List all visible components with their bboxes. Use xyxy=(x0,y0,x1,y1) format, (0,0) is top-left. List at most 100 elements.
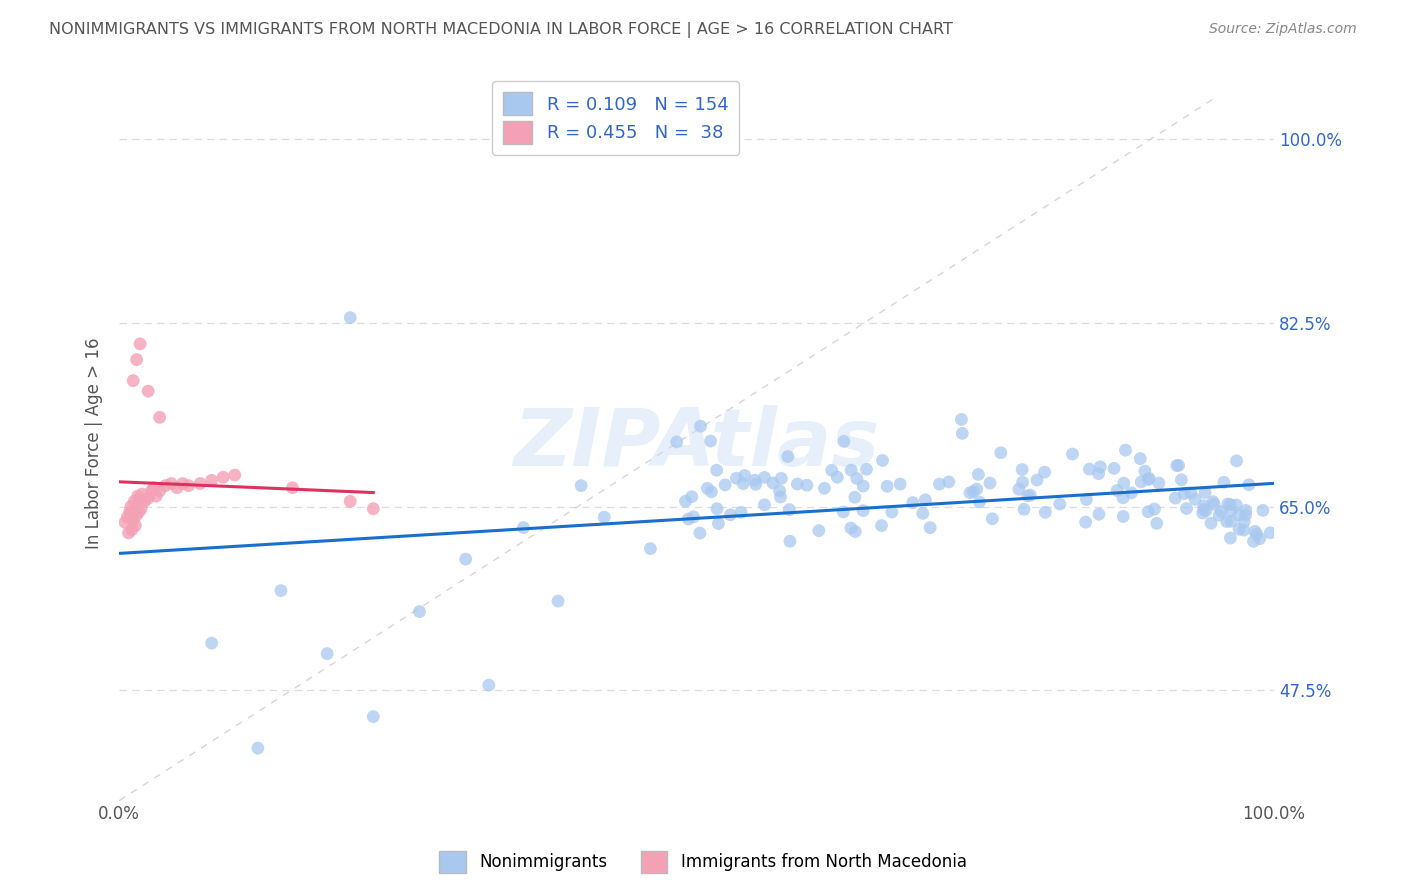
Point xyxy=(124,494,146,508)
Point xyxy=(1074,515,1097,529)
Text: Source: ZipAtlas.com: Source: ZipAtlas.com xyxy=(1209,22,1357,37)
Point xyxy=(720,508,742,522)
Point xyxy=(832,434,855,449)
Point xyxy=(172,476,194,491)
Point xyxy=(696,481,718,495)
Point xyxy=(754,470,776,484)
Point xyxy=(920,521,942,535)
Point xyxy=(1019,488,1042,502)
Point xyxy=(201,636,224,650)
Point xyxy=(127,489,149,503)
Point xyxy=(1112,476,1135,491)
Point xyxy=(1191,506,1213,520)
Point xyxy=(1233,515,1256,529)
Point xyxy=(681,490,703,504)
Point xyxy=(1087,467,1109,481)
Point xyxy=(160,476,183,491)
Point xyxy=(454,552,477,566)
Point xyxy=(1173,486,1195,500)
Point xyxy=(1219,531,1241,545)
Point xyxy=(1211,504,1233,518)
Point xyxy=(813,481,835,495)
Point xyxy=(1147,476,1170,491)
Point xyxy=(1090,459,1112,474)
Point xyxy=(408,605,430,619)
Point xyxy=(706,463,728,477)
Point xyxy=(122,512,145,526)
Point xyxy=(844,524,866,539)
Point xyxy=(1129,451,1152,466)
Point xyxy=(125,508,148,522)
Point xyxy=(1175,501,1198,516)
Point xyxy=(967,467,990,482)
Point xyxy=(1062,447,1084,461)
Point xyxy=(1204,497,1226,511)
Point xyxy=(1033,465,1056,479)
Point xyxy=(1076,492,1098,507)
Point xyxy=(1143,502,1166,516)
Point xyxy=(754,498,776,512)
Point xyxy=(707,516,730,531)
Point xyxy=(1167,458,1189,473)
Point xyxy=(246,741,269,756)
Point xyxy=(131,487,153,501)
Point xyxy=(224,468,246,483)
Point xyxy=(855,462,877,476)
Point xyxy=(821,463,844,477)
Point xyxy=(1180,486,1202,500)
Point xyxy=(675,494,697,508)
Point xyxy=(872,453,894,467)
Point xyxy=(911,507,934,521)
Point xyxy=(689,419,711,434)
Point xyxy=(1234,508,1257,522)
Point xyxy=(125,352,148,367)
Point xyxy=(1192,502,1215,516)
Point xyxy=(1011,475,1033,490)
Point xyxy=(1164,491,1187,505)
Point xyxy=(141,483,163,498)
Point xyxy=(1258,525,1281,540)
Point xyxy=(136,491,159,506)
Point xyxy=(640,541,662,556)
Point xyxy=(478,678,501,692)
Point xyxy=(1049,497,1071,511)
Point xyxy=(959,485,981,500)
Point xyxy=(212,470,235,484)
Point xyxy=(117,510,139,524)
Point xyxy=(177,478,200,492)
Point xyxy=(1146,516,1168,531)
Point xyxy=(129,501,152,516)
Point xyxy=(118,505,141,519)
Point xyxy=(786,477,808,491)
Point xyxy=(1219,498,1241,512)
Legend: R = 0.109   N = 154, R = 0.455   N =  38: R = 0.109 N = 154, R = 0.455 N = 38 xyxy=(492,81,740,155)
Point xyxy=(1088,507,1111,521)
Point xyxy=(363,709,385,723)
Point xyxy=(807,524,830,538)
Point xyxy=(1216,497,1239,511)
Point xyxy=(120,500,142,514)
Point xyxy=(128,505,150,519)
Point xyxy=(950,426,973,441)
Point xyxy=(1012,502,1035,516)
Point xyxy=(201,474,224,488)
Point xyxy=(166,481,188,495)
Point xyxy=(124,518,146,533)
Point xyxy=(1208,508,1230,523)
Point xyxy=(979,476,1001,491)
Point xyxy=(733,476,755,491)
Point xyxy=(1137,505,1160,519)
Point xyxy=(778,502,800,516)
Point xyxy=(769,490,792,504)
Point xyxy=(1166,458,1188,473)
Point xyxy=(770,471,793,485)
Point xyxy=(844,491,866,505)
Y-axis label: In Labor Force | Age > 16: In Labor Force | Age > 16 xyxy=(86,338,103,549)
Point xyxy=(700,484,723,499)
Point xyxy=(547,594,569,608)
Point xyxy=(852,503,875,517)
Point xyxy=(129,336,152,351)
Point xyxy=(1246,527,1268,541)
Point xyxy=(1227,508,1250,522)
Text: NONIMMIGRANTS VS IMMIGRANTS FROM NORTH MACEDONIA IN LABOR FORCE | AGE > 16 CORRE: NONIMMIGRANTS VS IMMIGRANTS FROM NORTH M… xyxy=(49,22,953,38)
